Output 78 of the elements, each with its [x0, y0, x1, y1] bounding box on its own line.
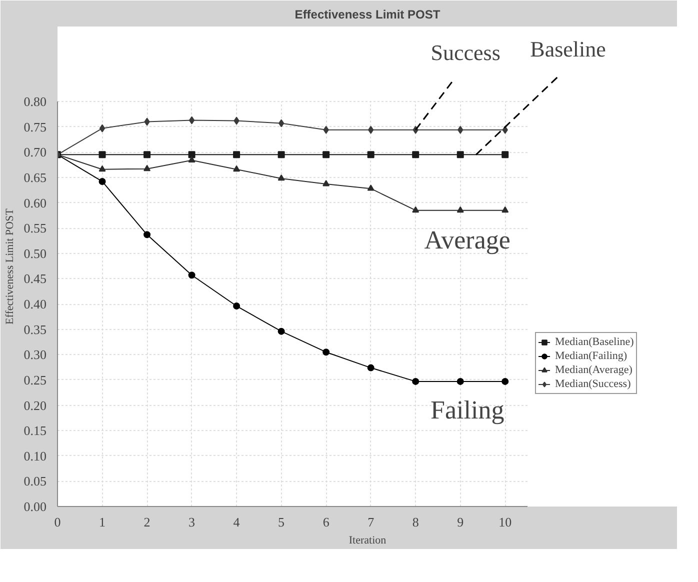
- point: [188, 156, 196, 162]
- point: [502, 151, 509, 158]
- point: [456, 151, 464, 158]
- point: [502, 378, 509, 385]
- point: [144, 118, 150, 126]
- y-axis-title: Effectiveness Limit POST: [4, 208, 16, 324]
- point: [234, 116, 240, 125]
- annotation: Success: [430, 40, 500, 65]
- point: [188, 116, 195, 124]
- y-tick-label: 0.75: [24, 119, 46, 134]
- y-tick-label: 0.45: [24, 271, 46, 286]
- x-tick-label: 7: [368, 514, 375, 530]
- x-tick-label: 1: [99, 514, 106, 530]
- y-tick-label: 0.00: [24, 499, 46, 514]
- x-tick-label: 4: [233, 514, 240, 530]
- x-tick-label: 5: [278, 514, 285, 530]
- point: [98, 165, 106, 172]
- y-tick-label: 0.35: [24, 322, 46, 337]
- point: [188, 151, 196, 158]
- chart-title: Effectiveness Limit POST: [294, 8, 441, 22]
- legend-label: Median(Failing): [555, 349, 628, 363]
- point: [144, 151, 151, 158]
- legend-label: Median(Success): [555, 377, 631, 391]
- x-tick-label: 10: [498, 514, 512, 530]
- point: [99, 124, 106, 132]
- y-tick-label: 0.60: [24, 195, 46, 210]
- point: [322, 151, 330, 158]
- point: [322, 348, 330, 356]
- point: [98, 178, 106, 185]
- point: [278, 119, 284, 128]
- x-tick-label: 9: [457, 514, 464, 530]
- point: [278, 174, 285, 181]
- y-tick-label: 0.30: [24, 347, 46, 362]
- point: [502, 126, 508, 134]
- point: [233, 165, 240, 172]
- point: [412, 378, 420, 385]
- x-axis-title: Iteration: [348, 534, 387, 546]
- x-tick-label: 6: [322, 514, 330, 530]
- y-tick-label: 0.15: [24, 423, 46, 438]
- point: [98, 151, 106, 158]
- point: [456, 378, 464, 385]
- point: [233, 302, 240, 310]
- point: [322, 180, 330, 186]
- point: [368, 126, 374, 134]
- y-tick-label: 0.70: [24, 144, 46, 160]
- point: [367, 364, 374, 372]
- point: [458, 126, 464, 134]
- y-tick-label: 0.80: [24, 94, 46, 109]
- annotation: Average: [424, 225, 510, 254]
- point: [367, 151, 374, 158]
- x-tick-label: 8: [412, 514, 419, 530]
- point: [412, 206, 420, 213]
- y-tick-label: 0.50: [24, 246, 46, 261]
- y-tick-label: 0.25: [24, 372, 46, 388]
- x-tick-label: 2: [144, 514, 150, 530]
- point: [278, 151, 285, 158]
- y-tick-label: 0.10: [24, 448, 46, 464]
- point: [188, 272, 196, 279]
- annotation: Baseline: [530, 36, 606, 62]
- y-tick-label: 0.55: [24, 220, 46, 236]
- x-tick-label: 3: [188, 514, 196, 530]
- y-tick-label: 0.65: [24, 170, 46, 185]
- point: [144, 164, 151, 172]
- point: [456, 206, 464, 213]
- point: [144, 231, 151, 238]
- x-tick-label: 0: [54, 514, 61, 530]
- y-tick-label: 0.05: [24, 474, 46, 489]
- point: [278, 328, 285, 335]
- point: [412, 151, 420, 158]
- legend-label: Median(Average): [555, 363, 632, 377]
- legend-label: Median(Baseline): [555, 335, 634, 349]
- point: [233, 151, 240, 158]
- y-tick-label: 0.20: [24, 398, 46, 413]
- annotation: Failing: [430, 395, 504, 424]
- point: [502, 206, 509, 213]
- y-tick-label: 0.40: [24, 296, 46, 312]
- point: [323, 126, 329, 134]
- point: [367, 184, 374, 191]
